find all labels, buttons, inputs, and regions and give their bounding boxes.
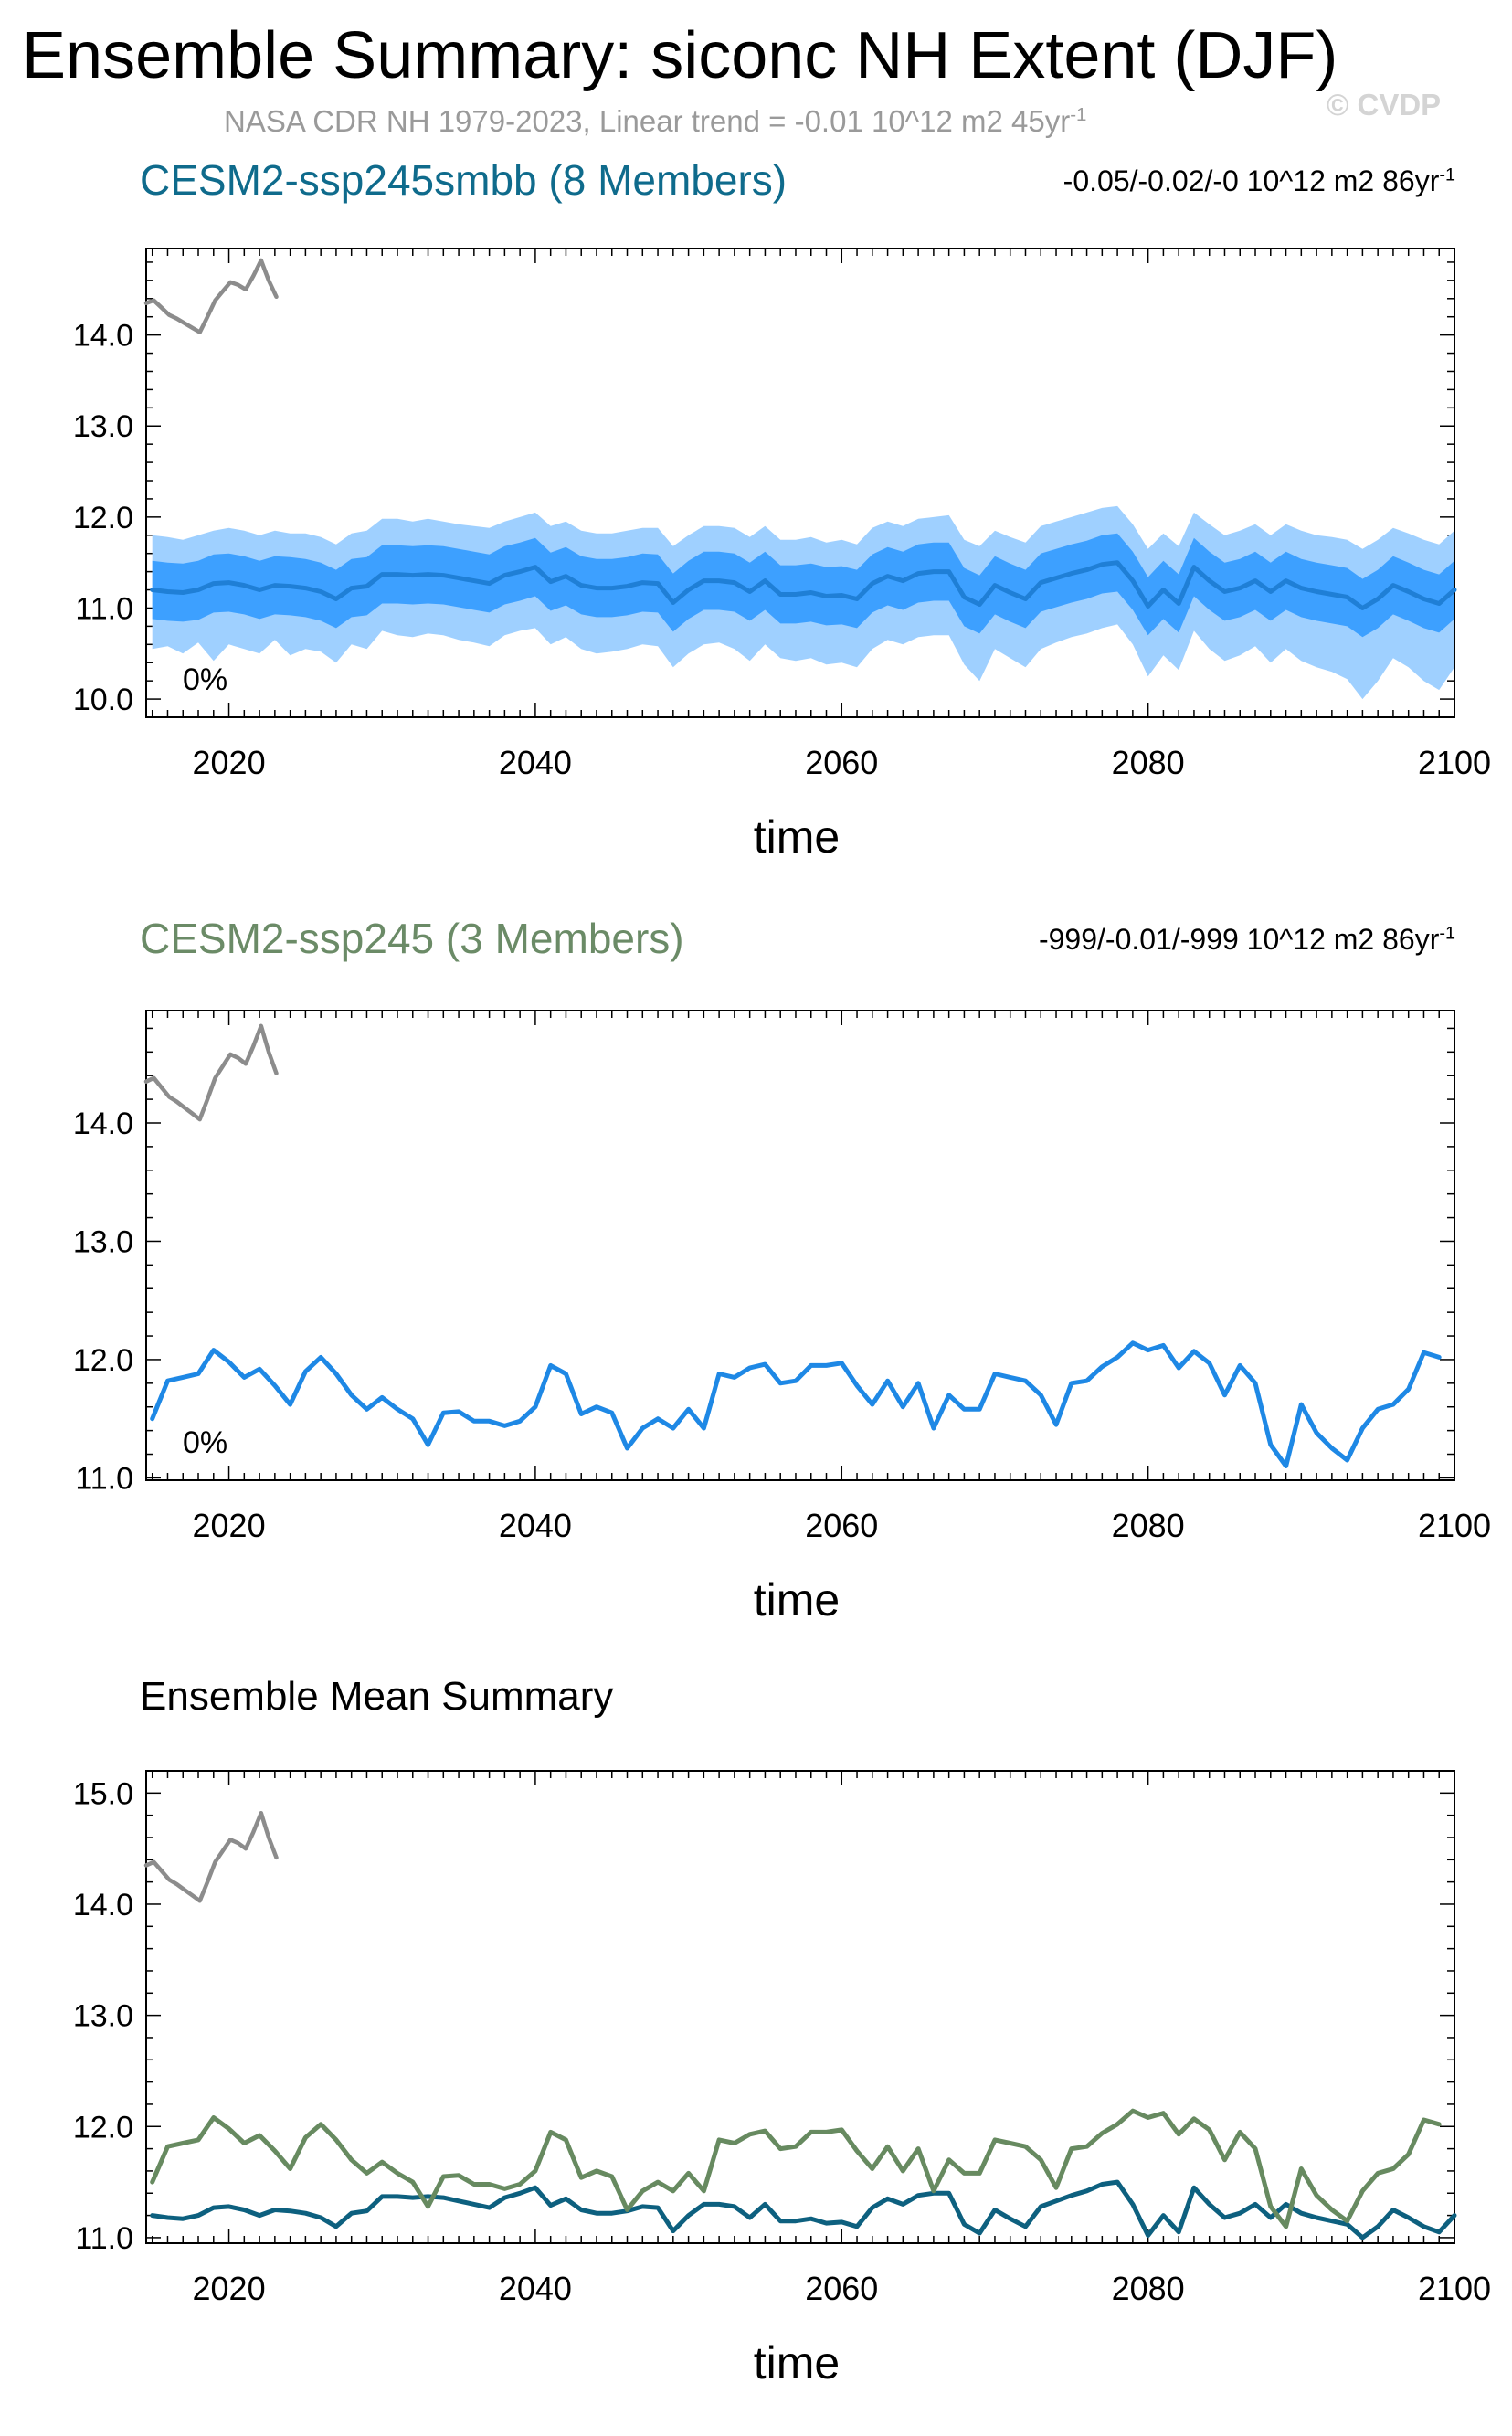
obs-series-line	[143, 258, 279, 334]
panel-1-plot: 2020 2040 2060 2080 2100 10.0 11.0 12.0 13.0 14.0…	[73, 248, 1491, 863]
x-tick-label: 2040	[499, 1507, 572, 1544]
y-tick-label: 14.0	[73, 1888, 133, 1922]
panel1-title: CESM2-ssp245smbb (8 Members)	[140, 156, 788, 204]
x-tick-label: 2060	[805, 1507, 878, 1544]
plot-frame	[145, 1770, 1455, 2244]
panel3-title: Ensemble Mean Summary	[140, 1674, 614, 1719]
x-tick-label: 2080	[1112, 744, 1185, 781]
plot-frame	[145, 248, 1455, 718]
series-line-ssp245	[150, 2108, 1442, 2229]
obs-series-line	[143, 1810, 279, 1903]
x-tick-label: 2040	[499, 2270, 572, 2307]
y-tick-label: 11.0	[75, 1461, 133, 1496]
x-tick-label: 2020	[193, 1507, 266, 1544]
x-tick-label: 2100	[1418, 744, 1491, 781]
panel2-trend: -999/-0.01/-999 10^12 m2 86yr-1	[1038, 923, 1455, 956]
x-axis-label: time	[754, 811, 840, 863]
x-tick-label: 2100	[1418, 2270, 1491, 2307]
x-tick-label: 2100	[1418, 1507, 1491, 1544]
percent-annotation: 0%	[183, 1425, 227, 1460]
y-tick-label: 11.0	[75, 2221, 133, 2256]
y-tick-label: 12.0	[73, 1343, 133, 1378]
x-tick-label: 2060	[805, 2270, 878, 2307]
y-tick-label: 13.0	[73, 1224, 133, 1259]
x-tick-label: 2080	[1112, 2270, 1185, 2307]
panel-3-plot: 2020 2040 2060 2080 2100 11.0 12.0 13.0 14.0 15.0…	[73, 1770, 1491, 2388]
y-tick-label: 12.0	[73, 2110, 133, 2145]
obs-trend-subtitle: NASA CDR NH 1979-2023, Linear trend = -0…	[224, 104, 1087, 138]
y-tick-label: 13.0	[73, 1999, 133, 2034]
series-line-ssp245smbb	[150, 2179, 1457, 2240]
copyright-watermark: © CVDP	[1327, 88, 1442, 122]
y-tick-label: 10.0	[73, 683, 133, 717]
plot-frame	[145, 1010, 1455, 1481]
y-tick-label: 14.0	[73, 319, 133, 354]
x-axis-label: time	[754, 1574, 840, 1626]
ensemble-mean-line	[150, 1340, 1442, 1468]
spread-band-inner	[152, 533, 1455, 638]
x-tick-label: 2020	[193, 744, 266, 781]
y-tick-label: 11.0	[75, 591, 133, 626]
y-tick-label: 15.0	[73, 1776, 133, 1811]
x-tick-label: 2080	[1112, 1507, 1185, 1544]
y-tick-label: 12.0	[73, 501, 133, 535]
figure-title: Ensemble Summary: siconc NH Extent (DJF)	[22, 19, 1338, 92]
panel1-trend: -0.05/-0.02/-0 10^12 m2 86yr-1	[1063, 164, 1455, 197]
x-tick-label: 2020	[193, 2270, 266, 2307]
y-tick-label: 14.0	[73, 1107, 133, 1141]
x-tick-label: 2060	[805, 744, 878, 781]
panel2-title: CESM2-ssp245 (3 Members)	[140, 915, 684, 962]
panel-2-plot: 2020 2040 2060 2080 2100 11.0 12.0 13.0 14.0 time…	[73, 1010, 1491, 1626]
percent-annotation: 0%	[183, 662, 227, 697]
y-tick-label: 13.0	[73, 409, 133, 444]
x-axis-label: time	[754, 2337, 840, 2388]
obs-series-line	[143, 1023, 279, 1122]
x-tick-label: 2040	[499, 744, 572, 781]
ensemble-mean-line	[150, 560, 1457, 610]
